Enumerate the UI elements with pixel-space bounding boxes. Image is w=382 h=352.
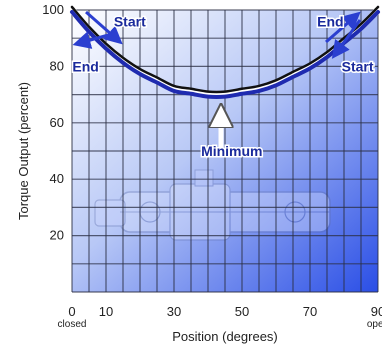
x-tick-label: 0	[68, 304, 75, 319]
annotation-label: Minimum	[201, 143, 262, 159]
curve-line-back	[70, 5, 380, 94]
direction-arrows	[72, 10, 362, 150]
x-tick-sublabel: open	[367, 319, 382, 330]
y-tick-label: 80	[50, 58, 64, 73]
annotation-label: End	[317, 13, 343, 29]
x-tick-label: 70	[303, 304, 317, 319]
x-axis-label: Position (degrees)	[172, 329, 278, 344]
x-tick-label: 90	[371, 304, 382, 319]
annotation-label: Start	[114, 13, 146, 29]
x-tick-sublabel: closed	[58, 319, 87, 330]
curve-line-front	[70, 10, 380, 99]
y-tick-label: 40	[50, 171, 64, 186]
y-axis-label: Torque Output (percent)	[16, 82, 31, 220]
y-tick-label: 60	[50, 115, 64, 130]
grid-lines	[71, 9, 379, 293]
torque-curve	[68, 5, 382, 99]
annotation-labels: Start End End Start Minimum	[71, 12, 376, 161]
x-tick-label: 30	[167, 304, 181, 319]
x-tick-label: 10	[99, 304, 113, 319]
y-tick-label: 100	[42, 2, 64, 17]
annotation-label: End	[72, 58, 98, 74]
x-tick-label: 50	[235, 304, 249, 319]
annotation-label: Start	[342, 58, 374, 74]
y-tick-label: 20	[50, 228, 64, 243]
